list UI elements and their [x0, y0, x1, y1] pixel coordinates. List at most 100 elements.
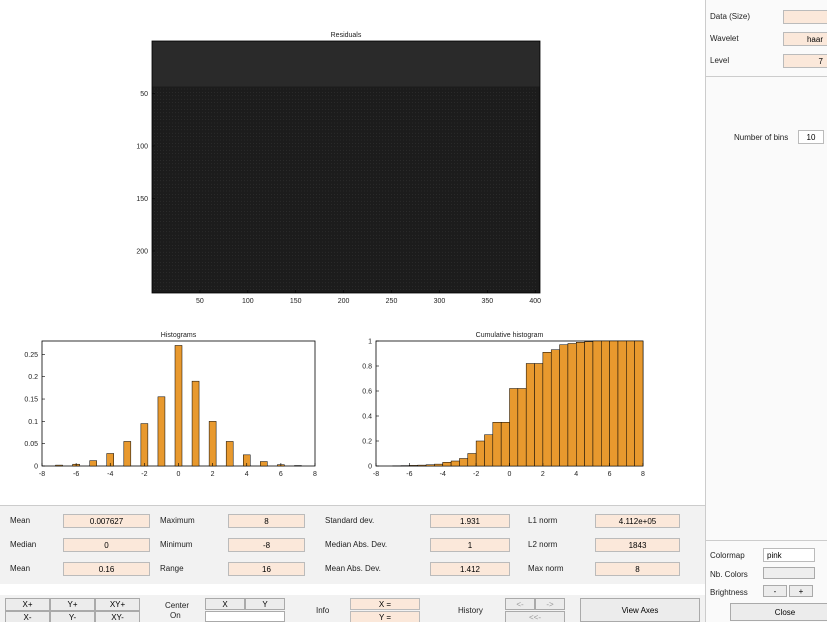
y-tick-label: 0 — [368, 464, 372, 471]
label: Wavelet — [710, 34, 739, 43]
side-panel: Data (Size) Wavelet haar Level 7 Number … — [705, 0, 827, 622]
label: On — [170, 611, 181, 620]
x-tick-label: 150 — [290, 298, 302, 305]
y-tick-label: 0.15 — [24, 397, 38, 404]
x-tick-label: 6 — [279, 471, 283, 478]
stat-label: Median — [10, 540, 36, 549]
bar — [158, 397, 165, 466]
bar — [124, 441, 131, 466]
stat-label: Max norm — [528, 564, 564, 573]
bar — [610, 341, 618, 466]
x-tick-label: 50 — [196, 298, 204, 305]
bar — [635, 341, 643, 466]
bar — [568, 344, 576, 467]
stat-label: Mean — [10, 564, 30, 573]
x-tick-label: -6 — [406, 471, 412, 478]
x-tick-label: -8 — [39, 471, 45, 478]
bar — [426, 465, 434, 466]
stat-label: Mean Abs. Dev. — [325, 564, 381, 573]
button[interactable]: Y- — [50, 611, 95, 622]
button[interactable]: X — [205, 598, 245, 610]
x-tick-label: 2 — [541, 471, 545, 478]
stat-value: 0 — [63, 538, 150, 552]
button[interactable]: XY- — [95, 611, 140, 622]
field: Y = — [350, 611, 420, 622]
close-button[interactable]: Close — [730, 603, 827, 621]
bar — [141, 424, 148, 466]
x-tick-label: 300 — [434, 298, 446, 305]
button[interactable]: <- — [505, 598, 535, 610]
bar — [526, 364, 534, 467]
x-tick-label: 250 — [386, 298, 398, 305]
stat-value: 1 — [430, 538, 510, 552]
stat-value: -8 — [228, 538, 305, 552]
button[interactable]: <<- — [505, 611, 565, 622]
x-tick-label: 100 — [242, 298, 254, 305]
stat-label: L2 norm — [528, 540, 557, 549]
dropdown[interactable]: pink — [763, 548, 815, 562]
label: Data (Size) — [710, 12, 750, 21]
app-window: Residuals5010015020025030035040050100150… — [0, 0, 827, 622]
field: haar — [783, 32, 827, 46]
bar — [434, 464, 442, 466]
bar — [409, 465, 417, 466]
bar — [535, 364, 543, 467]
label: Info — [316, 606, 329, 615]
x-tick-label: 4 — [574, 471, 578, 478]
button[interactable]: + — [789, 585, 813, 597]
stat-value: 8 — [228, 514, 305, 528]
bar — [418, 465, 426, 466]
label: History — [458, 606, 483, 615]
bar — [484, 435, 492, 466]
x-tick-label: 400 — [529, 298, 541, 305]
button[interactable]: - — [763, 585, 787, 597]
bar — [585, 342, 593, 466]
y-tick-label: 0.05 — [24, 441, 38, 448]
button[interactable]: View Axes — [580, 598, 700, 622]
stat-value: 0.16 — [63, 562, 150, 576]
bar — [226, 441, 233, 466]
button[interactable]: X- — [5, 611, 50, 622]
field — [205, 611, 285, 622]
y-tick-label: 200 — [136, 249, 148, 256]
button[interactable]: XY+ — [95, 598, 140, 611]
y-tick-label: 150 — [136, 196, 148, 203]
input[interactable]: 10 — [798, 130, 824, 144]
bar — [451, 461, 459, 466]
button[interactable]: Y+ — [50, 598, 95, 611]
label: Colormap — [710, 551, 745, 560]
chart-title: Histograms — [161, 332, 197, 339]
x-tick-label: 350 — [481, 298, 493, 305]
bar — [618, 341, 626, 466]
y-tick-label: 0.2 — [362, 439, 372, 446]
button[interactable]: Y — [245, 598, 285, 610]
bar — [90, 461, 97, 466]
button[interactable]: X+ — [5, 598, 50, 611]
y-tick-label: 0.1 — [28, 419, 38, 426]
button[interactable]: -> — [535, 598, 565, 610]
bar — [56, 465, 63, 466]
label: Number of bins — [734, 133, 788, 142]
x-tick-label: -2 — [141, 471, 147, 478]
x-tick-label: 200 — [338, 298, 350, 305]
y-tick-label: 50 — [140, 91, 148, 98]
x-tick-label: -2 — [473, 471, 479, 478]
y-tick-label: 1 — [368, 339, 372, 346]
x-tick-label: 8 — [313, 471, 317, 478]
x-tick-label: -4 — [440, 471, 446, 478]
stat-label: Maximum — [160, 516, 195, 525]
y-tick-label: 0.2 — [28, 374, 38, 381]
bar — [560, 345, 568, 466]
bar — [209, 421, 216, 466]
bar — [501, 422, 509, 466]
bar — [576, 342, 584, 466]
bar — [175, 345, 182, 466]
slider[interactable] — [763, 567, 815, 579]
x-tick-label: 8 — [641, 471, 645, 478]
chart-title: Cumulative histogram — [476, 332, 544, 339]
image-band — [153, 42, 540, 87]
bar — [543, 352, 551, 466]
